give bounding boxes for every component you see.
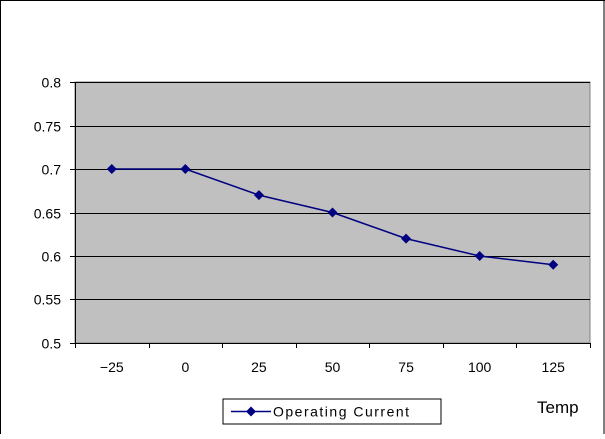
legend: Operating Current <box>222 398 442 425</box>
y-tick-label: 0.55 <box>34 292 61 308</box>
legend-marker <box>246 406 256 417</box>
data-point <box>253 190 264 201</box>
data-point <box>106 164 117 174</box>
y-tick-label: 0.75 <box>34 119 61 135</box>
data-point <box>548 259 559 270</box>
series-operating-current <box>106 164 559 270</box>
legend-label: Operating Current <box>273 404 411 420</box>
data-point <box>327 207 338 218</box>
y-tick-label: 0.6 <box>42 249 62 265</box>
x-tick-label: −25 <box>100 359 124 375</box>
x-tick-label: 100 <box>468 359 492 375</box>
x-axis: −25 0 25 50 75 100 125 <box>75 343 591 375</box>
y-tick-label: 0.5 <box>42 336 62 352</box>
data-point <box>474 251 485 261</box>
data-point <box>401 233 412 244</box>
y-axis: 0.5 0.55 0.6 0.65 0.7 0.75 0.8 <box>34 75 76 352</box>
y-tick-label: 0.7 <box>42 162 62 178</box>
x-axis-title: Temp <box>537 398 579 417</box>
data-point <box>180 164 191 174</box>
x-tick-label: 0 <box>181 359 189 375</box>
x-tick-label: 50 <box>325 359 341 375</box>
x-tick-label: 125 <box>542 359 566 375</box>
x-tick-label: 25 <box>251 359 267 375</box>
y-tick-label: 0.8 <box>42 75 62 91</box>
x-tick-label: 75 <box>398 359 414 375</box>
y-tick-label: 0.65 <box>34 206 61 222</box>
